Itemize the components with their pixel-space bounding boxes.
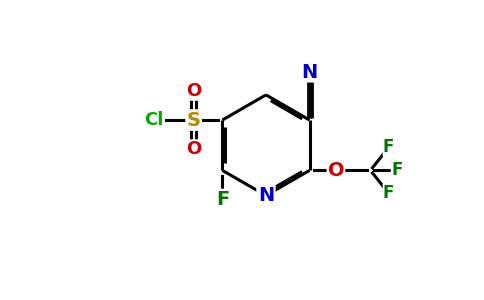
Text: S: S bbox=[187, 110, 200, 130]
Text: N: N bbox=[258, 186, 274, 205]
Text: Cl: Cl bbox=[145, 111, 164, 129]
Text: O: O bbox=[186, 82, 201, 100]
Text: F: F bbox=[391, 161, 403, 179]
Text: F: F bbox=[383, 184, 394, 202]
Text: F: F bbox=[383, 138, 394, 156]
Text: N: N bbox=[302, 63, 318, 82]
Text: O: O bbox=[186, 140, 201, 158]
Text: O: O bbox=[328, 161, 344, 180]
Text: F: F bbox=[216, 190, 229, 208]
